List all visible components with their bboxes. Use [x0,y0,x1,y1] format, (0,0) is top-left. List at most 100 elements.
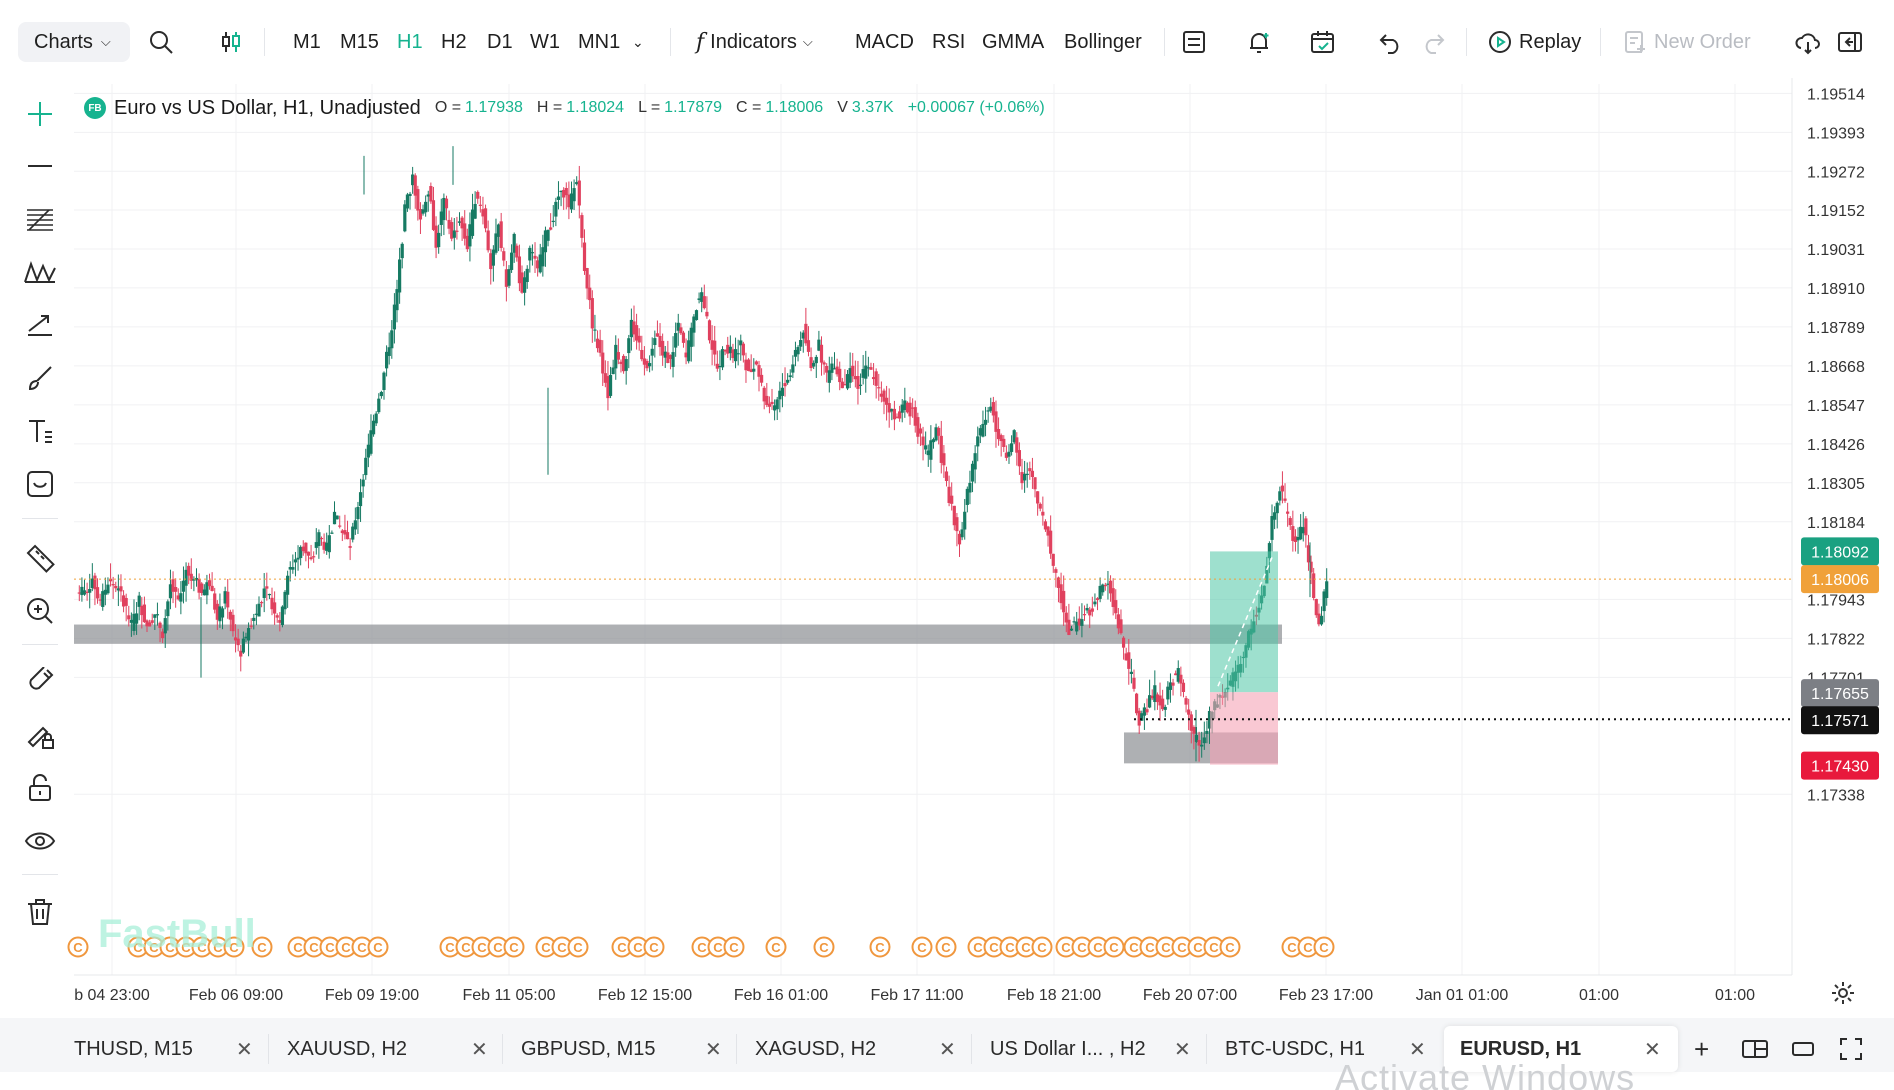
new-order-button[interactable]: New Order [1622,22,1751,62]
candle-body [377,398,381,413]
tf-d1[interactable]: D1 [487,30,513,53]
event-marker-letter: C [149,940,159,955]
close-icon[interactable]: ✕ [1644,1038,1661,1061]
candle-body [142,604,147,623]
candle-body [666,352,670,363]
candle-body [991,402,995,416]
split-layout-icon[interactable] [1740,1026,1770,1072]
close-icon[interactable]: ✕ [1409,1038,1426,1061]
candle-body [871,377,876,380]
candle-body [882,390,886,402]
close-icon[interactable]: ✕ [1174,1038,1191,1061]
symbol-title[interactable]: Euro vs US Dollar, H1, Unadjusted [114,96,421,119]
emoji-sticker-icon[interactable] [20,464,60,504]
trash-icon[interactable] [20,892,60,932]
indicator-bollinger[interactable]: Bollinger [1064,30,1142,53]
tf-m15[interactable]: M15 [340,30,379,53]
symbol-badge[interactable]: FB [84,97,106,119]
candle-body [1207,710,1212,729]
indicator-rsi[interactable]: RSI [932,30,966,53]
candle-body [179,593,183,602]
candle-body [171,579,175,592]
candle-body [1038,503,1042,509]
tab-us-dollar-index-h2[interactable]: US Dollar I... , H2 ✕ [990,1026,1191,1072]
collapse-panel-icon[interactable] [1835,22,1865,62]
candle-body [205,582,209,596]
candle-body [786,379,790,383]
candle-body [1020,472,1024,484]
close-icon[interactable]: ✕ [939,1038,956,1061]
candle-body [809,357,813,369]
tf-w1[interactable]: W1 [530,30,560,53]
redo-icon[interactable] [1418,22,1448,62]
magnet-icon[interactable] [20,662,60,702]
tab-btc-usdc-h1[interactable]: BTC-USDC, H1 ✕ [1225,1026,1426,1072]
replay-button[interactable]: Replay [1487,22,1581,62]
indicator-gmma[interactable]: GMMA [982,30,1045,53]
brush-icon[interactable] [20,358,60,398]
calendar-icon[interactable] [1308,22,1338,62]
indicators-button[interactable]: f Indicators ⌵ [696,22,813,62]
alert-bell-icon[interactable] [1244,22,1274,62]
projection-icon[interactable] [20,305,60,345]
event-marker: C [1313,936,1335,958]
candle-body [1015,437,1019,453]
trend-line-icon[interactable] [20,146,60,186]
candle-body [827,370,831,383]
tab-eurusd-h1[interactable]: EURUSD, H1 ✕ [1444,1026,1678,1072]
candle-body [314,542,318,548]
candle-body [937,427,941,436]
eye-visibility-icon[interactable] [20,821,60,861]
time-tick-label: Feb 18 21:00 [1007,987,1101,1000]
candle-body [845,374,850,389]
candle-type-icon[interactable] [216,22,246,62]
candle-body [1072,621,1076,623]
ruler-icon[interactable] [20,538,60,578]
close-icon[interactable]: ✕ [471,1038,488,1061]
candle-body [275,615,279,618]
position-tool[interactable] [1210,551,1278,765]
pattern-icon[interactable] [20,252,60,292]
candle-body [523,277,527,293]
charts-menu-button[interactable]: Charts ⌵ [18,22,130,62]
template-icon[interactable] [1179,22,1209,62]
zoom-in-icon[interactable] [20,591,60,631]
tf-mn1[interactable]: MN1 [578,30,621,53]
add-tab-icon[interactable]: + [1694,1033,1710,1064]
replay-label: Replay [1519,30,1582,53]
lock-drawings-icon[interactable] [20,715,60,755]
single-layout-icon[interactable] [1788,1026,1818,1072]
price-tag-bg [1801,751,1879,780]
fullscreen-icon[interactable] [1836,1026,1866,1072]
chevron-down-icon[interactable]: ⌄ [632,33,644,50]
search-icon[interactable] [146,22,176,62]
fib-levels-icon[interactable] [20,199,60,239]
event-marker-letter: C [445,940,455,955]
crosshair-icon[interactable] [20,94,60,134]
tab-xagusd-h2[interactable]: XAGUSD, H2 ✕ [755,1026,956,1072]
tf-h2[interactable]: H2 [441,30,467,53]
unlock-icon[interactable] [20,768,60,808]
fastbull-watermark: FastBull [98,912,256,956]
gear-icon[interactable] [1830,980,1856,1006]
candle-body [517,256,522,284]
tab-label: THUSD, M15 [74,1037,193,1060]
event-marker-letter: C [973,940,983,955]
tab-xauusd-h2[interactable]: XAUUSD, H2 ✕ [287,1026,488,1072]
time-axis[interactable]: b 04 23:00 Feb 06 09:00 Feb 09 19:00 Feb 11… [74,987,1755,1000]
candle-body [1054,569,1058,573]
tf-m1[interactable]: M1 [293,30,321,53]
cloud-sync-icon[interactable] [1793,22,1823,62]
candle-body [431,200,436,230]
close-icon[interactable]: ✕ [236,1038,253,1061]
tf-h1[interactable]: H1 [397,30,423,53]
tab-thusd-m15[interactable]: THUSD, M15 ✕ [74,1026,254,1072]
undo-icon[interactable] [1376,22,1406,62]
close-icon[interactable]: ✕ [705,1038,722,1061]
indicator-macd[interactable]: MACD [855,30,914,53]
candle-body [1049,530,1053,554]
price-tick-label: 1.18789 [1807,320,1865,337]
tab-gbpusd-m15[interactable]: GBPUSD, M15 ✕ [521,1026,722,1072]
text-tool-icon[interactable] [20,411,60,451]
